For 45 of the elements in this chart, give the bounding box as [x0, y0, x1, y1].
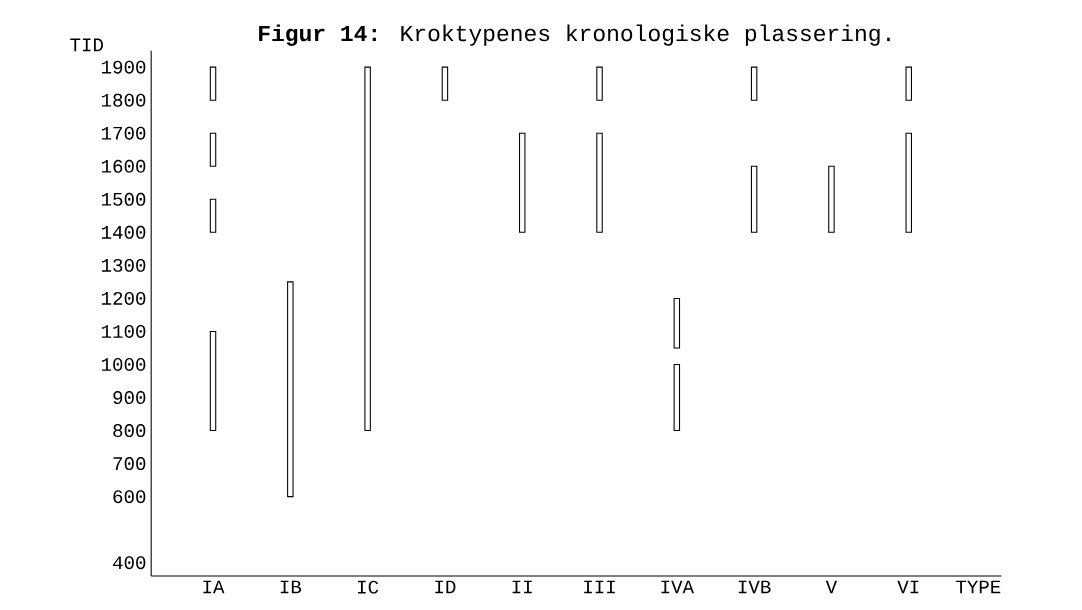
x-tick-label: IVA	[661, 580, 695, 594]
bar	[209, 66, 217, 101]
y-tick-label: 1500	[101, 192, 146, 206]
bar	[828, 165, 835, 233]
x-axis-title: TYPE	[956, 580, 1001, 594]
bar	[209, 330, 217, 432]
y-tick-label: 900	[113, 391, 146, 405]
y-tick-label: 1600	[101, 159, 146, 173]
bar	[673, 363, 681, 432]
bar	[441, 66, 449, 101]
x-tick-label: ID	[435, 580, 456, 594]
y-tick-label: 400	[113, 556, 146, 570]
bar	[364, 66, 371, 432]
bar	[209, 198, 217, 233]
x-tick-label: IB	[280, 580, 302, 594]
x-tick-label: IA	[203, 580, 225, 594]
y-tick-label: 1900	[101, 60, 146, 74]
bar	[209, 132, 217, 167]
y-tick-label: 1100	[101, 324, 146, 338]
y-tick-label: 1400	[101, 225, 146, 239]
y-axis-title: TID	[70, 38, 103, 52]
y-tick-label: 600	[113, 490, 146, 504]
y-tick-label: 700	[113, 457, 146, 471]
bar	[596, 132, 603, 233]
bar	[750, 165, 758, 233]
bar	[750, 66, 758, 101]
y-tick-label: 1700	[101, 126, 146, 140]
x-tick-label: IVB	[738, 580, 771, 594]
x-tick-label: II	[512, 580, 532, 594]
y-tick-label: 1000	[101, 358, 146, 371]
bar	[905, 132, 912, 233]
y-tick-label: 1300	[101, 258, 146, 272]
bar	[673, 297, 681, 349]
x-tick-label: V	[825, 580, 838, 594]
x-tick-label: III	[584, 580, 615, 594]
bar	[287, 281, 294, 498]
bar	[518, 132, 526, 233]
y-tick-label: 800	[113, 424, 146, 438]
x-tick-label: VI	[897, 580, 919, 594]
bar	[905, 66, 912, 101]
bar	[596, 66, 603, 101]
y-tick-label: 1800	[101, 93, 146, 107]
y-tick-label: 1200	[101, 291, 146, 305]
chart-title: Figur 14: Kroktypenes kronologiske plassering.	[259, 24, 890, 46]
x-tick-label: IC	[358, 580, 379, 594]
